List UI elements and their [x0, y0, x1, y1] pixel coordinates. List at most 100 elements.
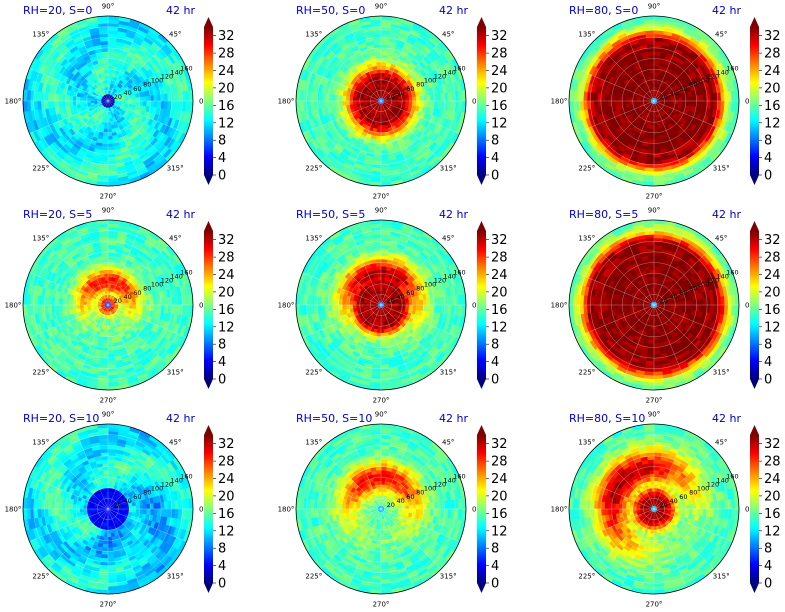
heat-cell	[412, 96, 417, 102]
heat-cell	[89, 98, 95, 102]
heat-cell	[105, 318, 109, 324]
colorbar-tick-label: 32	[764, 29, 781, 44]
heat-cell	[671, 100, 676, 105]
heat-cell	[380, 65, 386, 70]
heat-cell	[685, 100, 690, 106]
colorbar-tick-label: 24	[491, 64, 508, 79]
panel-title: RH=50, S=0	[296, 4, 365, 17]
heat-cell	[359, 97, 364, 102]
heat-cell	[376, 125, 382, 130]
heat-cell	[380, 68, 386, 74]
colorbar-tick-label: 12	[218, 116, 235, 131]
colorbar-max-extend	[204, 17, 213, 27]
colorbar-tick-label: 24	[218, 64, 235, 79]
angle-tick-label: 135°	[305, 30, 322, 38]
heat-cell	[139, 300, 144, 306]
radial-tick-label: 160	[180, 269, 192, 277]
heat-cell	[82, 97, 88, 102]
heat-cell	[650, 118, 655, 123]
heat-cell	[139, 100, 144, 106]
angle-tick-label: 90°	[648, 3, 660, 11]
colorbar-tick-label: 8	[218, 134, 226, 149]
heat-cell	[72, 304, 77, 310]
radial-tick-label: 160	[726, 65, 738, 73]
heat-cell	[398, 100, 403, 105]
heat-cell	[345, 100, 350, 106]
radial-tick-label: 60	[133, 289, 141, 297]
heat-cell	[681, 100, 687, 106]
heat-cell	[653, 68, 659, 74]
heat-cell	[653, 82, 657, 88]
angle-tick-label: 270°	[373, 193, 390, 201]
colorbar-tick-label: 24	[764, 64, 781, 79]
heat-cell	[121, 304, 127, 308]
panel-time-label: 42 hr	[439, 4, 468, 17]
colorbar-tick-label: 4	[764, 151, 772, 166]
heat-cell	[104, 118, 109, 123]
heat-cell	[685, 96, 690, 102]
heat-cell	[412, 100, 417, 106]
colorbar-tick-label: 16	[491, 99, 508, 114]
heat-cell	[362, 98, 368, 102]
heat-cell	[107, 79, 112, 84]
heat-cell	[107, 272, 113, 278]
colorbar-tick-label: 32	[218, 29, 235, 44]
heat-cell	[348, 96, 354, 102]
heat-cell	[377, 118, 382, 123]
radial-tick-label: 20	[114, 93, 122, 101]
radial-tick-label: 40	[669, 89, 677, 97]
colorbar-gradient	[477, 27, 486, 175]
colorbar-tick-label: 28	[218, 47, 235, 62]
heat-cell	[391, 100, 396, 104]
colorbar-tick-label: 12	[491, 116, 508, 131]
heat-cell	[378, 114, 382, 120]
angle-tick-label: 225°	[32, 369, 49, 377]
heat-cell	[408, 100, 414, 106]
angle-tick-label: 45°	[169, 30, 181, 38]
panel-title: RH=20, S=5	[23, 208, 92, 221]
heat-cell	[380, 79, 385, 84]
heat-cell	[107, 72, 113, 77]
heat-cell	[135, 304, 141, 310]
colorbar-min-extend	[477, 175, 486, 185]
heat-cell	[72, 96, 77, 102]
angle-tick-label: 90°	[375, 3, 387, 11]
colorbar-tick-label: 0	[764, 169, 772, 184]
heat-cell	[103, 128, 109, 134]
colorbar-tick-label: 4	[218, 151, 226, 166]
heat-cell	[121, 100, 127, 104]
angle-tick-label: 135°	[32, 234, 49, 242]
heat-cell	[345, 96, 350, 102]
radial-tick-label: 160	[180, 65, 192, 73]
heat-cell	[103, 336, 109, 341]
heat-cell	[621, 96, 627, 102]
heat-cell	[104, 322, 109, 327]
heat-cell	[139, 304, 144, 310]
radial-tick-label: 20	[114, 297, 122, 305]
heat-cell	[401, 100, 407, 105]
heat-cell	[118, 100, 123, 104]
colorbar-tick-label: 28	[218, 251, 235, 266]
heat-cell	[625, 96, 630, 102]
heat-cell	[653, 72, 659, 77]
angle-tick-label: 180°	[278, 98, 295, 106]
angle-tick-label: 180°	[551, 98, 568, 106]
heat-cell	[128, 100, 134, 105]
panel-title: RH=80, S=0	[569, 4, 638, 17]
angle-tick-label: 90°	[102, 3, 114, 11]
heat-cell	[139, 96, 144, 102]
heat-cell	[405, 100, 410, 106]
radial-tick-label: 60	[406, 85, 414, 93]
colorbar-tick-label: 32	[491, 29, 508, 44]
heat-cell	[376, 128, 382, 134]
angle-tick-label: 315°	[713, 165, 730, 173]
heat-cell	[103, 132, 109, 137]
heat-cell	[107, 279, 112, 285]
heat-cell	[107, 269, 113, 274]
angle-tick-label: 225°	[578, 165, 595, 173]
